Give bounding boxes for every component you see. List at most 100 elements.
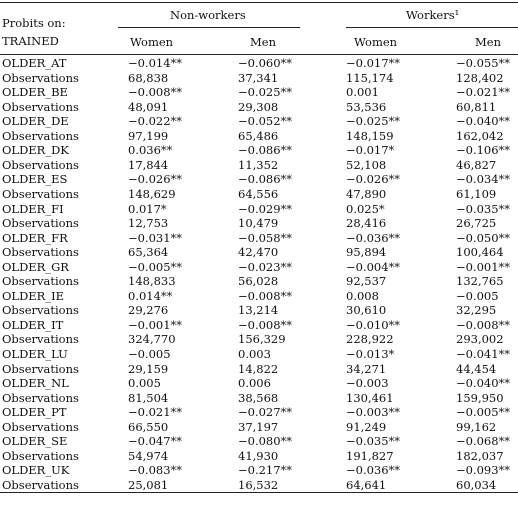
cell-value: −0.021** (456, 85, 511, 100)
cell-value: −0.093** (456, 463, 511, 478)
cell-value: 64,556 (238, 186, 279, 201)
cell-value: 29,159 (128, 361, 169, 376)
cell-value: 46,827 (456, 157, 497, 172)
nonworkers-header: Non-workers (170, 8, 246, 22)
cell-value: 17,844 (128, 157, 169, 172)
bottom-rule (0, 492, 518, 493)
row-label: OLDER_SE (2, 434, 68, 449)
cell-value: −0.041** (456, 347, 511, 361)
cell-value: 148,833 (128, 274, 176, 289)
cell-value: 60,034 (456, 477, 497, 492)
cell-value: 0.025* (346, 201, 385, 216)
table-row: OLDER_ES −0.026** −0.086** −0.026** −0.034** (0, 172, 518, 187)
cell-value: 0.001 (346, 85, 379, 100)
cell-value: −0.031** (128, 230, 183, 245)
table-row: OLDER_FI 0.017* −0.029** 0.025* −0.035** (0, 202, 518, 217)
cell-value: −0.025** (346, 114, 401, 129)
row-label: Observations (2, 448, 79, 463)
cell-value: 99,162 (456, 419, 497, 434)
cell-value: 25,081 (128, 477, 169, 492)
row-label: OLDER_AT (2, 56, 67, 70)
cell-value: −0.014** (128, 56, 183, 70)
table-row: OLDER_IT −0.001** −0.008** −0.010** −0.008** (0, 318, 518, 333)
cell-value: 42,470 (238, 245, 279, 260)
cell-value: −0.029** (238, 201, 293, 216)
row-label: OLDER_BE (2, 85, 68, 100)
table-row: OLDER_IE 0.014** −0.008** 0.008 −0.005 (0, 289, 518, 304)
cell-value: −0.005 (128, 347, 171, 361)
row-label: OLDER_NL (2, 376, 69, 391)
cell-value: −0.036** (346, 463, 401, 478)
row-label: OLDER_IE (2, 288, 65, 303)
cell-value: 60,811 (456, 99, 497, 114)
cell-value: 0.036** (128, 143, 173, 158)
cell-value: 0.005 (128, 376, 161, 391)
table-row: OLDER_UK −0.083** −0.217** −0.036** −0.093** (0, 463, 518, 478)
top-rule (0, 2, 518, 3)
cell-value: 13,214 (238, 303, 279, 318)
cell-value: 37,197 (238, 419, 279, 434)
cell-value: 30,610 (346, 303, 387, 318)
cell-value: −0.027** (238, 405, 293, 420)
cell-value: 38,568 (238, 390, 279, 405)
col-men-nonworkers: Men (250, 35, 276, 49)
cell-value: 10,479 (238, 216, 279, 231)
cell-value: −0.026** (128, 172, 183, 187)
cell-value: 132,765 (456, 274, 504, 289)
cell-value: −0.083** (128, 463, 183, 478)
cell-value: 91,249 (346, 419, 387, 434)
row-label: OLDER_DK (2, 143, 69, 158)
row-label: Observations (2, 419, 79, 434)
cell-value: 29,308 (238, 99, 279, 114)
table-row: Observations 97,199 65,486 148,159 162,042 (0, 129, 518, 144)
trained-label: TRAINED (2, 34, 59, 48)
cell-value: −0.080** (238, 434, 293, 449)
row-label: OLDER_LU (2, 347, 68, 361)
workers-header: Workers¹ (406, 8, 460, 22)
cell-value: 44,454 (456, 361, 497, 376)
table-row: OLDER_PT −0.021** −0.027** −0.003** −0.005** (0, 405, 518, 420)
cell-value: −0.008** (238, 317, 293, 332)
table-row: OLDER_LU −0.005 0.003 −0.013* −0.041** (0, 347, 518, 362)
cell-value: 128,402 (456, 70, 504, 85)
cell-value: −0.025** (238, 85, 293, 100)
cell-value: −0.068** (456, 434, 511, 449)
row-label: Observations (2, 361, 79, 376)
cell-value: 48,091 (128, 99, 169, 114)
table-row: Observations 66,550 37,197 91,249 99,162 (0, 420, 518, 435)
cell-value: −0.003** (346, 405, 401, 420)
cell-value: −0.050** (456, 230, 511, 245)
cell-value: 52,108 (346, 157, 387, 172)
table-row: OLDER_DE −0.022** −0.052** −0.025** −0.040** (0, 114, 518, 129)
cell-value: 0.008 (346, 288, 379, 303)
cell-value: 228,922 (346, 332, 394, 347)
table-row: Observations 148,833 56,028 92,537 132,765 (0, 274, 518, 289)
cell-value: −0.052** (238, 114, 293, 129)
cell-value: 65,364 (128, 245, 169, 260)
workers-rule (346, 27, 518, 28)
table-row: OLDER_NL 0.005 0.006 −0.003 −0.040** (0, 376, 518, 391)
cell-value: −0.013* (346, 347, 395, 361)
row-label: OLDER_GR (2, 259, 69, 274)
header-rule (0, 54, 518, 55)
cell-value: 97,199 (128, 128, 169, 143)
cell-value: 0.017* (128, 201, 167, 216)
cell-value: −0.008** (456, 317, 511, 332)
row-label: Observations (2, 216, 79, 231)
table-row: OLDER_AT −0.014** −0.060** −0.017** −0.055** (0, 56, 518, 71)
cell-value: −0.010** (346, 317, 401, 332)
cell-value: 61,109 (456, 186, 497, 201)
table-row: Observations 68,838 37,341 115,174 128,402 (0, 71, 518, 86)
table-row: OLDER_BE −0.008** −0.025** 0.001 −0.021** (0, 85, 518, 100)
row-label: Observations (2, 70, 79, 85)
cell-value: 54,974 (128, 448, 169, 463)
cell-value: 162,042 (456, 128, 504, 143)
probits-on-label: Probits on: (2, 16, 66, 30)
table-row: Observations 48,091 29,308 53,536 60,811 (0, 100, 518, 115)
cell-value: −0.001** (128, 317, 183, 332)
table-row: Observations 54,974 41,930 191,827 182,037 (0, 449, 518, 464)
cell-value: −0.017* (346, 143, 395, 158)
cell-value: −0.086** (238, 172, 293, 187)
cell-value: 0.006 (238, 376, 271, 391)
cell-value: 0.003 (238, 347, 271, 361)
